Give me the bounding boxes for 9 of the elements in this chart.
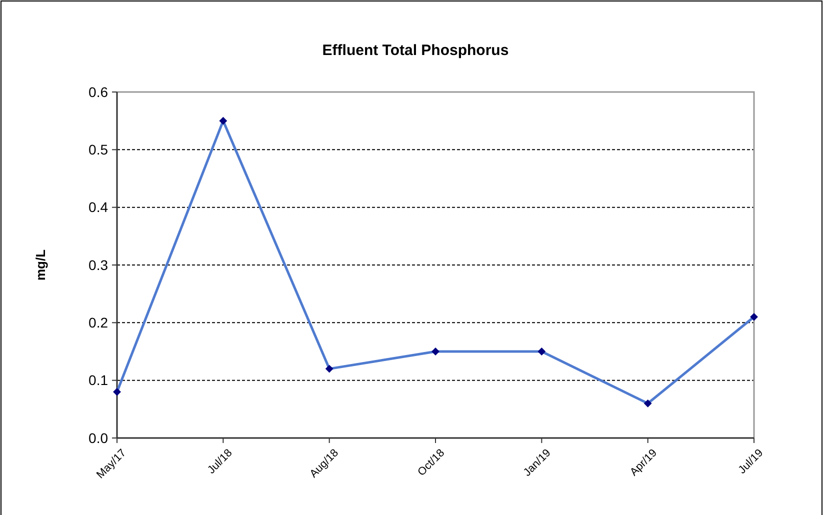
y-tick-label: 0.2 — [88, 314, 108, 331]
y-tick-label: 0.1 — [88, 372, 108, 388]
y-axis-title: mg/L — [33, 249, 48, 281]
y-tick-label: 0.0 — [88, 430, 108, 446]
y-tick-label: 0.3 — [88, 256, 108, 273]
y-tick-label: 0.5 — [88, 142, 108, 158]
y-tick-label: 0.6 — [88, 84, 108, 100]
y-tick-label: 0.4 — [88, 199, 108, 216]
chart-title: Effluent Total Phosphorus — [322, 42, 509, 59]
